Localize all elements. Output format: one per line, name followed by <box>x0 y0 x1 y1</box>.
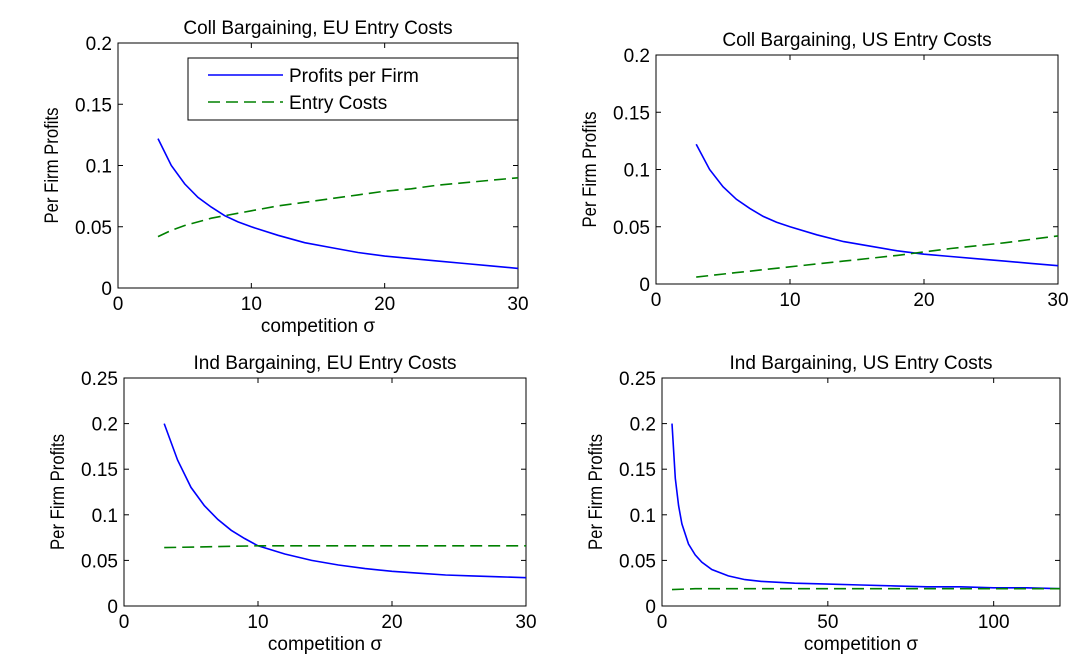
x-tick-label: 100 <box>978 612 1010 633</box>
y-axis-label: Per Firm Profits <box>579 111 600 227</box>
series-line-profits-per-firm <box>163 423 527 579</box>
y-tick-label: 0 <box>101 279 112 300</box>
axes-frame <box>123 377 527 607</box>
x-axis-label: competition σ <box>268 634 382 655</box>
legend-box <box>187 57 519 121</box>
y-tick-label: 0.2 <box>86 34 112 55</box>
axes-frame <box>655 54 1059 285</box>
y-tick-label: 0.05 <box>81 551 118 572</box>
series-line-profits-per-firm <box>157 138 519 270</box>
x-tick-label: 50 <box>817 612 838 633</box>
y-tick-label: 0.1 <box>86 157 112 178</box>
y-tick-label: 0.15 <box>613 103 650 124</box>
y-tick-label: 0.1 <box>630 506 656 527</box>
y-tick-label: 0 <box>645 597 656 618</box>
subplot-ind-us: 0 50 100 0 0.05 0.1 0.15 0.2 0.25 Ind Bargaining,… <box>585 353 1061 655</box>
series-line-entry-costs <box>164 545 526 549</box>
subplot-coll-eu: 0 10 20 30 0 0.05 0.1 0.15 0.2 Coll Bargaining, E… <box>41 18 529 337</box>
subplot-ind-eu: 0 10 20 30 0 0.05 0.1 0.15 0.2 0.25 Ind Bargaining… <box>47 353 537 655</box>
legend-label: Entry Costs <box>289 93 387 114</box>
x-tick-label: 10 <box>241 294 262 315</box>
x-tick-label: 20 <box>381 612 402 633</box>
y-tick-label: 0.05 <box>613 218 650 239</box>
y-tick-label: 0.25 <box>619 369 656 390</box>
y-tick-label: 0.15 <box>81 460 118 481</box>
subplot-coll-us: 0 10 20 30 0 0.05 0.1 0.15 0.2 Coll Bargaining, U… <box>579 30 1069 311</box>
y-tick-label: 0.1 <box>624 161 650 182</box>
x-axis-label: competition σ <box>804 634 918 655</box>
y-tick-label: 0.2 <box>92 415 118 436</box>
chart-title: Ind Bargaining, US Entry Costs <box>730 353 993 374</box>
x-tick-label: 10 <box>779 290 800 311</box>
series-line-profits-per-firm <box>671 423 1061 590</box>
axes-frame <box>661 377 1061 607</box>
x-tick-label: 20 <box>913 290 934 311</box>
y-tick-label: 0.15 <box>619 460 656 481</box>
x-tick-label: 0 <box>119 612 130 633</box>
y-tick-label: 0.05 <box>619 551 656 572</box>
series-line-entry-costs <box>696 235 1059 278</box>
legend-label: Profits per Firm <box>289 66 419 87</box>
x-tick-label: 0 <box>113 294 124 315</box>
x-tick-label: 0 <box>657 612 668 633</box>
y-tick-label: 0.1 <box>92 506 118 527</box>
x-tick-label: 30 <box>507 294 528 315</box>
y-tick-label: 0.2 <box>630 415 656 436</box>
y-axis-label: Per Firm Profits <box>41 107 62 223</box>
y-tick-label: 0.2 <box>624 46 650 67</box>
y-tick-label: 0.25 <box>81 369 118 390</box>
x-tick-label: 30 <box>515 612 536 633</box>
legend: Profits per Firm Entry Costs <box>187 57 519 121</box>
y-axis-label: Per Firm Profits <box>585 434 606 550</box>
chart-title: Ind Bargaining, EU Entry Costs <box>194 353 457 374</box>
y-tick-label: 0 <box>107 597 118 618</box>
x-tick-label: 10 <box>247 612 268 633</box>
x-tick-label: 30 <box>1047 290 1068 311</box>
x-tick-label: 20 <box>374 294 395 315</box>
chart-title: Coll Bargaining, US Entry Costs <box>722 30 991 51</box>
series-line-entry-costs <box>671 587 1060 591</box>
y-axis-label: Per Firm Profits <box>47 434 68 550</box>
series-line-profits-per-firm <box>695 143 1059 267</box>
x-tick-label: 0 <box>651 290 662 311</box>
y-tick-label: 0.05 <box>75 218 112 239</box>
x-axis-label: competition σ <box>261 316 375 337</box>
series-line-entry-costs <box>157 177 519 238</box>
chart-title: Coll Bargaining, EU Entry Costs <box>183 18 452 39</box>
y-tick-label: 0 <box>639 275 650 296</box>
y-tick-label: 0.15 <box>75 95 112 116</box>
